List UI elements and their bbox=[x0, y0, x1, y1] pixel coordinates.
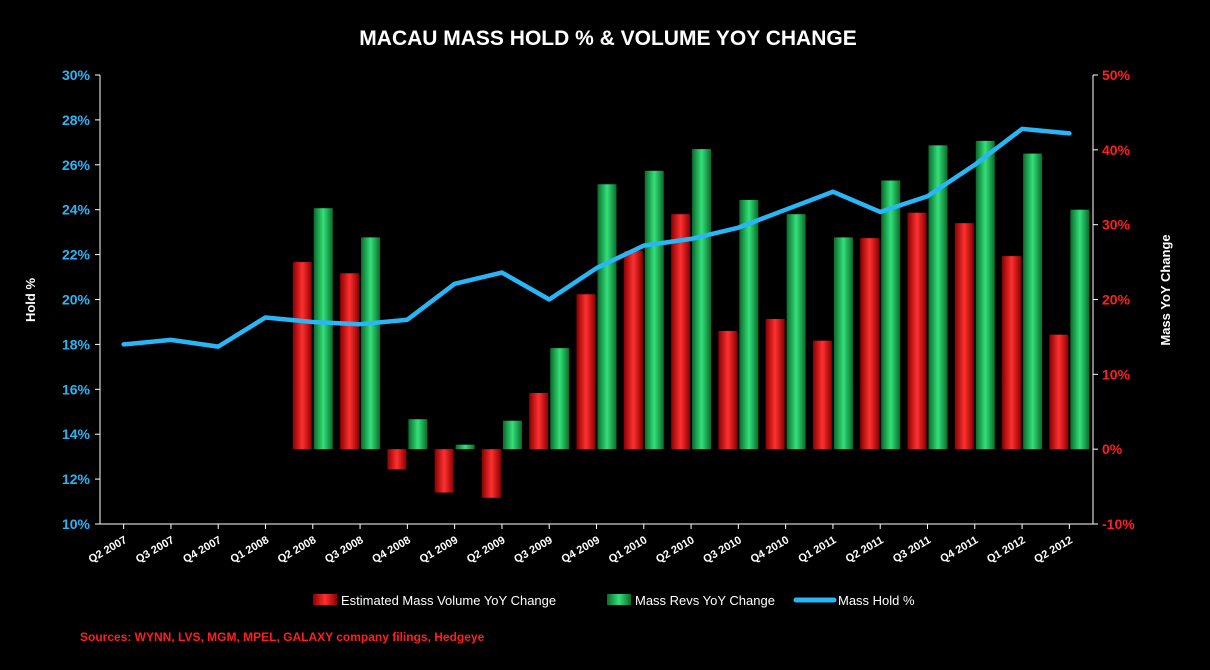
x-tick-label: Q3 2009 bbox=[512, 534, 555, 565]
revs-bar bbox=[597, 184, 617, 450]
volume-bar bbox=[1049, 334, 1069, 450]
revs-bar bbox=[1023, 153, 1043, 450]
x-tick-label: Q2 2008 bbox=[276, 534, 319, 565]
volume-bar bbox=[1002, 256, 1022, 450]
left-tick-label: 24% bbox=[62, 202, 91, 218]
x-tick-label: Q4 2009 bbox=[559, 534, 602, 565]
left-tick-label: 28% bbox=[62, 112, 91, 128]
x-tick-label: Q4 2007 bbox=[181, 534, 224, 565]
revs-bar bbox=[644, 170, 664, 450]
volume-bar bbox=[292, 262, 312, 450]
left-tick-label: 30% bbox=[62, 67, 91, 83]
left-tick-label: 12% bbox=[62, 471, 91, 487]
volume-bar bbox=[954, 223, 974, 450]
right-tick-label: 0% bbox=[1102, 441, 1123, 457]
x-tick-label: Q4 2008 bbox=[370, 534, 413, 565]
volume-bar bbox=[907, 212, 927, 450]
left-tick-label: 20% bbox=[62, 292, 91, 308]
revs-bar bbox=[361, 237, 381, 450]
x-tick-label: Q3 2010 bbox=[701, 534, 744, 565]
revs-bar bbox=[313, 208, 333, 450]
x-tick-label: Q1 2008 bbox=[228, 534, 271, 565]
hold-series-line bbox=[121, 126, 1072, 349]
x-tick-label: Q2 2009 bbox=[465, 534, 508, 565]
volume-bar bbox=[860, 238, 880, 450]
revs-bar bbox=[928, 145, 948, 450]
right-tick-label: 50% bbox=[1102, 67, 1131, 83]
x-tick-label: Q1 2010 bbox=[607, 534, 650, 565]
revs-bar bbox=[833, 237, 853, 450]
chart-title: MACAU MASS HOLD % & VOLUME YOY CHANGE bbox=[359, 27, 856, 50]
right-tick-label: 20% bbox=[1102, 292, 1131, 308]
right-tick-label: 30% bbox=[1102, 217, 1131, 233]
volume-bar bbox=[576, 294, 596, 450]
volume-bar bbox=[387, 449, 407, 470]
x-tick-label: Q4 2011 bbox=[938, 534, 980, 565]
volume-bar bbox=[481, 449, 501, 498]
right-tick-label: 40% bbox=[1102, 142, 1131, 158]
right-tick-label: 10% bbox=[1102, 366, 1131, 382]
x-tick-label: Q1 2011 bbox=[796, 534, 838, 565]
revs-bar bbox=[455, 444, 475, 450]
volume-bar bbox=[812, 340, 832, 450]
x-tick-label: Q3 2008 bbox=[323, 534, 366, 565]
legend-swatch-revs bbox=[607, 594, 631, 605]
revs-bar bbox=[408, 419, 428, 450]
legend-label-volume: Estimated Mass Volume YoY Change bbox=[341, 593, 556, 608]
volume-bar bbox=[529, 393, 549, 450]
revs-bar bbox=[1070, 209, 1090, 450]
volume-bar bbox=[718, 330, 738, 450]
volume-bar bbox=[340, 273, 360, 450]
revs-bar bbox=[739, 199, 759, 450]
revs-bar bbox=[692, 149, 712, 450]
revs-bar bbox=[881, 180, 901, 450]
x-tick-label: Q3 2011 bbox=[891, 534, 933, 565]
x-tick-label: Q2 2012 bbox=[1032, 534, 1075, 565]
right-axis-title: Mass YoY Change bbox=[1158, 234, 1173, 345]
volume-bar bbox=[671, 214, 691, 450]
left-tick-label: 14% bbox=[62, 426, 91, 442]
left-tick-label: 22% bbox=[62, 247, 91, 263]
x-tick-label: Q3 2007 bbox=[134, 534, 177, 565]
legend-label-revs: Mass Revs YoY Change bbox=[635, 593, 775, 608]
legend-swatch-volume bbox=[313, 594, 337, 605]
volume-bar bbox=[623, 250, 643, 450]
x-tick-label: Q2 2011 bbox=[844, 534, 886, 565]
hold-line bbox=[121, 126, 1072, 349]
x-tick-label: Q4 2010 bbox=[749, 534, 792, 565]
legend: Estimated Mass Volume YoY Change Mass Re… bbox=[313, 593, 915, 608]
volume-bars bbox=[292, 212, 1069, 498]
revs-bar bbox=[502, 420, 522, 450]
source-note: Sources: WYNN, LVS, MGM, MPEL, GALAXY co… bbox=[80, 630, 485, 644]
x-tick-label: Q2 2007 bbox=[87, 534, 130, 565]
revs-bars bbox=[313, 140, 1090, 450]
volume-bar bbox=[765, 318, 785, 450]
left-tick-label: 18% bbox=[62, 336, 91, 352]
left-tick-label: 26% bbox=[62, 157, 91, 173]
left-tick-label: 16% bbox=[62, 381, 91, 397]
revs-bar bbox=[975, 140, 995, 450]
volume-bar bbox=[434, 449, 454, 493]
legend-label-hold: Mass Hold % bbox=[838, 593, 915, 608]
revs-bar bbox=[550, 348, 570, 450]
x-tick-label: Q1 2012 bbox=[985, 534, 1028, 565]
right-tick-label: -10% bbox=[1102, 516, 1135, 532]
x-tick-label: Q1 2009 bbox=[418, 534, 461, 565]
revs-bar bbox=[786, 214, 806, 450]
x-tick-label: Q2 2010 bbox=[654, 534, 697, 565]
left-axis-title: Hold % bbox=[23, 278, 38, 322]
left-tick-label: 10% bbox=[62, 516, 91, 532]
